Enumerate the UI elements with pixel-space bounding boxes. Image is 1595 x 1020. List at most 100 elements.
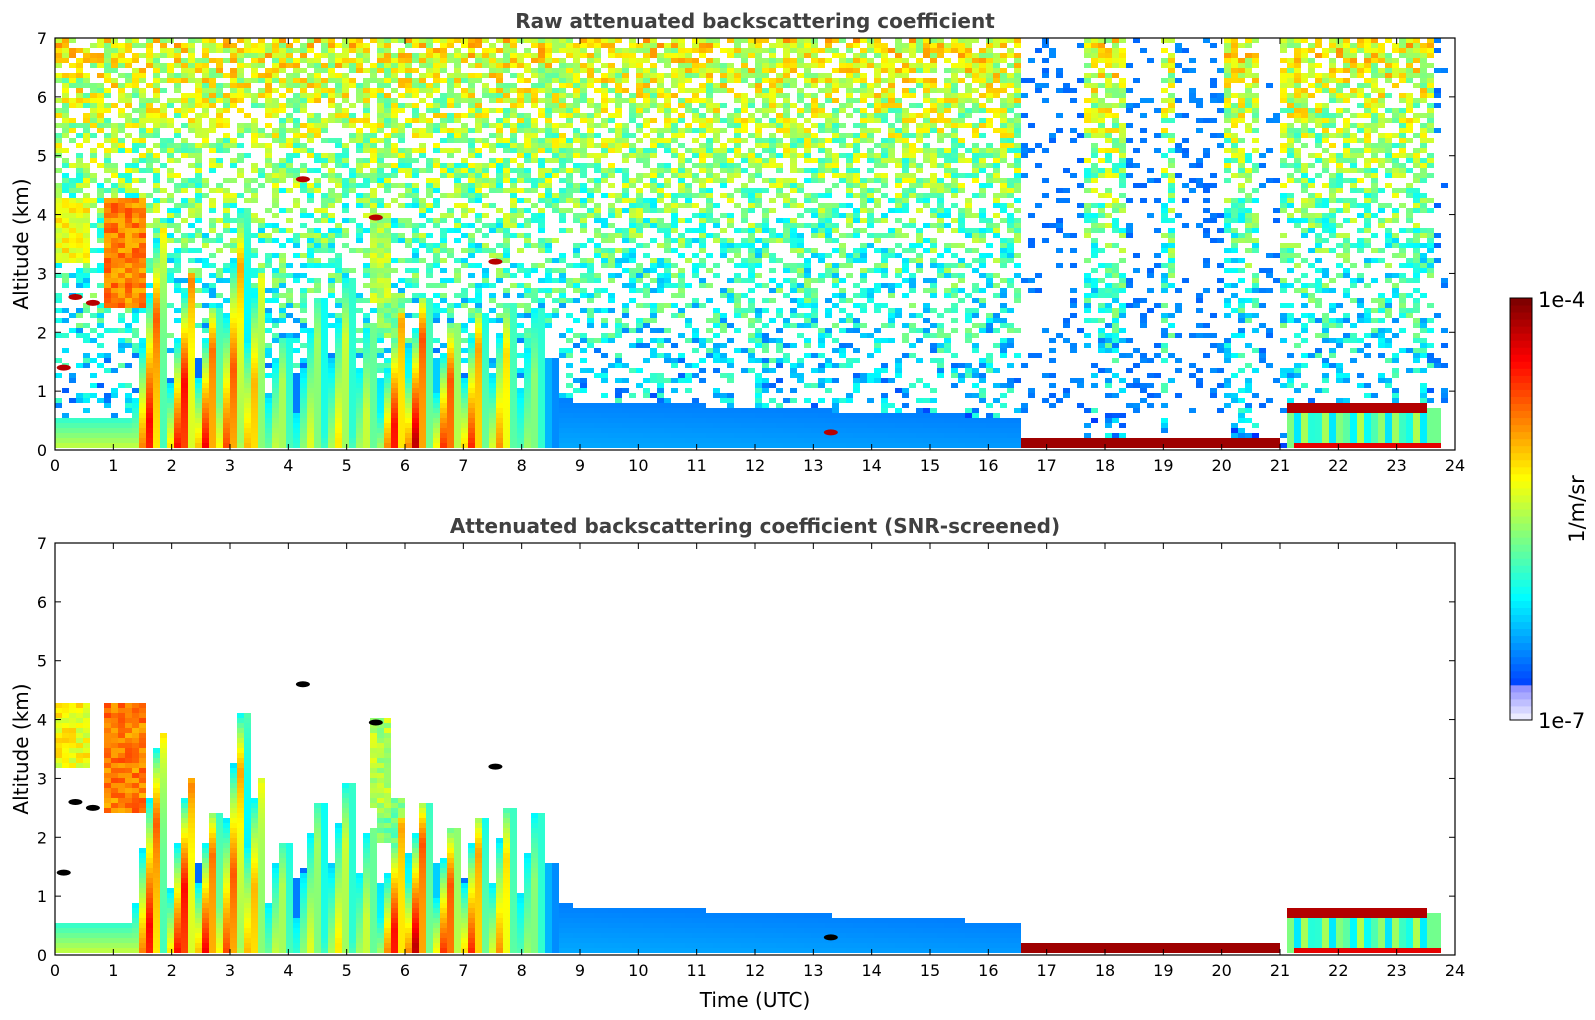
heatmap-cell — [293, 383, 300, 388]
heatmap-cell — [454, 303, 461, 308]
heatmap-cell — [496, 303, 503, 308]
heatmap-cell — [608, 148, 615, 153]
heatmap-cell — [195, 388, 202, 393]
heatmap-cell — [132, 228, 139, 233]
heatmap-cell — [167, 303, 174, 308]
heatmap-cell — [223, 178, 230, 183]
heatmap-cell — [517, 143, 524, 148]
heatmap-cell — [174, 308, 181, 313]
heatmap-cell — [622, 313, 629, 318]
heatmap-cell — [76, 173, 83, 178]
heatmap-cell — [384, 108, 391, 113]
heatmap-cell — [391, 348, 398, 353]
heatmap-cell — [125, 148, 132, 153]
heatmap-cell — [174, 408, 181, 413]
heatmap-cell — [370, 88, 377, 93]
heatmap-cell — [587, 403, 594, 408]
heatmap-cell — [419, 408, 426, 413]
heatmap-cell — [251, 313, 258, 318]
heatmap-cell — [531, 93, 538, 98]
heatmap-cell — [391, 398, 398, 403]
heatmap-cell — [230, 328, 237, 333]
heatmap-cell — [293, 133, 300, 138]
heatmap-cell — [629, 58, 636, 63]
heatmap-cell — [454, 83, 461, 88]
heatmap-cell — [132, 408, 139, 413]
heatmap-cell — [489, 283, 496, 288]
heatmap-cell — [643, 273, 650, 278]
heatmap-cell — [356, 413, 363, 418]
heatmap-cell — [587, 313, 594, 318]
heatmap-cell — [167, 223, 174, 228]
heatmap-cell — [83, 363, 90, 368]
heatmap-cell — [517, 263, 524, 268]
heatmap-cell — [286, 58, 293, 63]
heatmap-cell — [454, 388, 461, 393]
heatmap-cell — [636, 303, 643, 308]
heatmap-cell — [552, 98, 559, 103]
heatmap-cell — [244, 328, 251, 333]
heatmap-cell — [202, 113, 209, 118]
heatmap-cell — [349, 413, 356, 418]
heatmap-cell — [482, 38, 489, 43]
heatmap-cell — [391, 163, 398, 168]
heatmap-cell — [125, 408, 132, 413]
heatmap-cell — [594, 403, 601, 408]
heatmap-cell — [349, 378, 356, 383]
heatmap-cell — [342, 78, 349, 83]
heatmap-cell — [370, 268, 377, 273]
heatmap-cell — [489, 53, 496, 58]
heatmap-cell — [244, 258, 251, 263]
heatmap-cell — [398, 138, 405, 143]
heatmap-cell — [643, 118, 650, 123]
heatmap-cell — [468, 103, 475, 108]
heatmap-cell — [167, 418, 174, 423]
heatmap-cell — [244, 213, 251, 218]
heatmap-cell — [489, 413, 496, 418]
heatmap-cell — [559, 438, 566, 443]
heatmap-cell — [433, 358, 440, 363]
heatmap-cell — [55, 238, 62, 243]
heatmap-cell — [377, 423, 384, 428]
heatmap-cell — [230, 73, 237, 78]
heatmap-cell — [321, 53, 328, 58]
heatmap-cell — [489, 148, 496, 153]
plot-area-raw[interactable] — [55, 38, 1455, 450]
heatmap-cell — [132, 348, 139, 353]
heatmap-cell — [489, 388, 496, 393]
heatmap-cell — [244, 413, 251, 418]
heatmap-cell — [76, 88, 83, 93]
heatmap-cell — [335, 43, 342, 48]
heatmap-cell — [412, 418, 419, 423]
heatmap-cell — [349, 323, 356, 328]
heatmap-cell — [398, 423, 405, 428]
heatmap-cell — [314, 243, 321, 248]
heatmap-cell — [321, 173, 328, 178]
heatmap-cell — [76, 433, 83, 438]
heatmap-cell — [125, 178, 132, 183]
heatmap-cell — [433, 388, 440, 393]
heatmap-cell — [384, 73, 391, 78]
heatmap-cell — [531, 353, 538, 358]
heatmap-cell — [258, 343, 265, 348]
heatmap-cell — [307, 248, 314, 253]
heatmap-cell — [412, 58, 419, 63]
heatmap-cell — [104, 178, 111, 183]
heatmap-cell — [209, 88, 216, 93]
heatmap-cell — [314, 228, 321, 233]
heatmap-cell — [573, 288, 580, 293]
heatmap-cell — [629, 53, 636, 58]
heatmap-cell — [174, 278, 181, 283]
heatmap-cell — [391, 223, 398, 228]
heatmap-cell — [307, 78, 314, 83]
heatmap-cell — [433, 78, 440, 83]
heatmap-cell — [524, 88, 531, 93]
heatmap-cell — [76, 168, 83, 173]
heatmap-cell — [286, 78, 293, 83]
heatmap-cell — [433, 383, 440, 388]
heatmap-cell — [160, 138, 167, 143]
heatmap-cell — [279, 393, 286, 398]
heatmap-cell — [517, 63, 524, 68]
heatmap-cell — [398, 148, 405, 153]
heatmap-cell — [643, 268, 650, 273]
